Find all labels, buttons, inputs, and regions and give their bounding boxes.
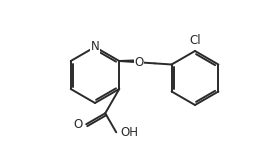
Text: Cl: Cl (189, 34, 201, 47)
Text: O: O (135, 56, 144, 69)
Text: OH: OH (120, 126, 138, 139)
Text: O: O (73, 118, 82, 131)
Text: N: N (91, 40, 99, 54)
